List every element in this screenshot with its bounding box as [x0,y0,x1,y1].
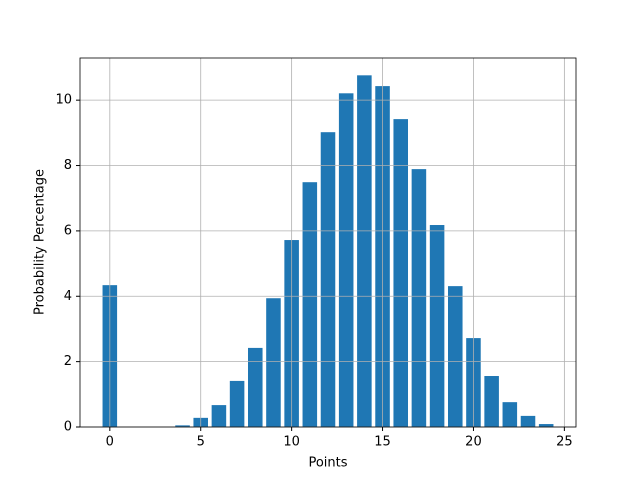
bar [229,380,245,427]
bar [393,119,408,428]
bar [520,415,536,427]
bar [502,402,518,427]
bar [266,298,281,427]
x-tick-label: 0 [106,435,114,450]
x-tick-label: 10 [283,435,300,450]
y-tick-label: 2 [64,354,72,369]
bar [320,132,336,427]
bar [248,347,263,427]
bar [338,93,354,427]
bar [175,425,190,427]
x-axis-label: Points [308,456,347,471]
x-tick-label: 25 [556,435,573,450]
y-tick-label: 0 [64,420,72,435]
bar [484,376,499,427]
y-tick-label: 4 [64,289,72,304]
bar [211,405,227,427]
y-axis-label: Probability Percentage [33,169,48,315]
x-tick-label: 15 [374,435,391,450]
x-tick-label: 5 [197,435,205,450]
bar [357,75,372,427]
x-tick-label: 20 [465,435,482,450]
bar [302,182,318,427]
bar [448,286,463,427]
plot-frame [79,57,577,428]
y-tick-label: 8 [64,158,72,173]
y-tick-label: 6 [64,223,72,238]
y-tick-label: 10 [55,93,72,108]
bar [538,424,554,427]
bar [411,169,427,428]
bar [429,225,445,427]
